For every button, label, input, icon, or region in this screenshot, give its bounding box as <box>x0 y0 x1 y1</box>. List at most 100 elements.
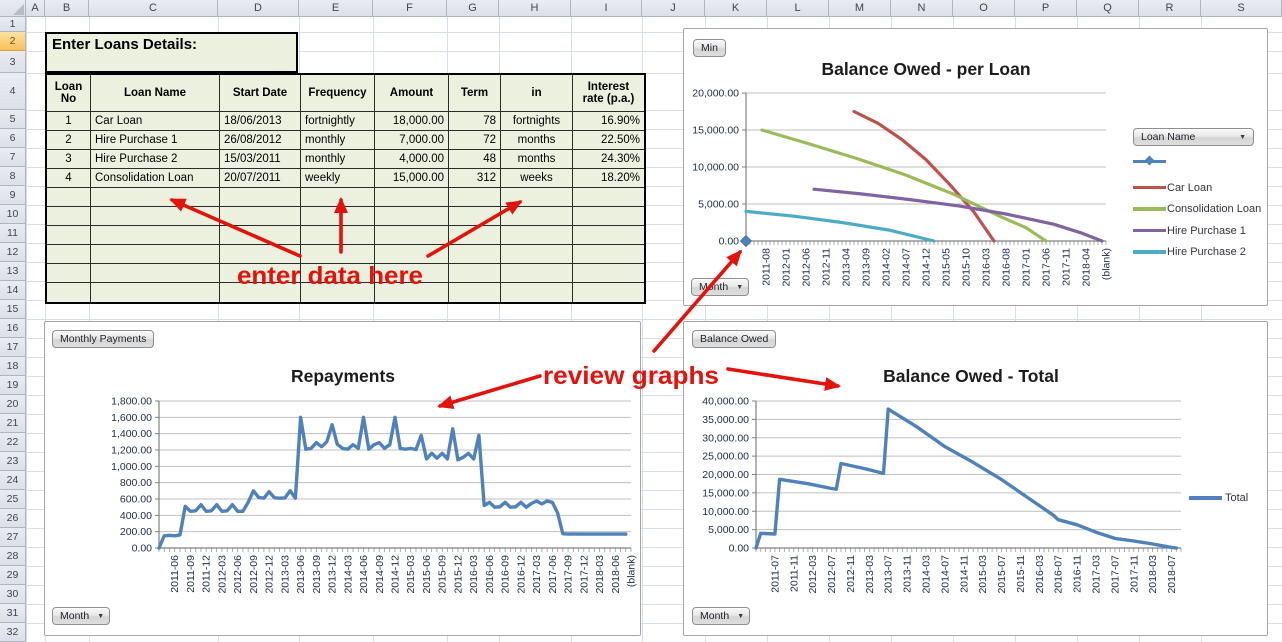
legend-entry-total[interactable]: Total <box>1189 492 1248 504</box>
row-header-31[interactable]: 31 <box>0 604 26 623</box>
table-cell[interactable] <box>573 188 644 207</box>
row-header-1[interactable]: 1 <box>0 17 26 32</box>
column-header-L[interactable]: L <box>767 0 829 17</box>
table-cell[interactable] <box>47 245 91 264</box>
row-header-10[interactable]: 10 <box>0 205 26 224</box>
row-header-6[interactable]: 6 <box>0 129 26 148</box>
table-cell[interactable]: 4,000.00 <box>375 150 449 169</box>
table-cell[interactable] <box>573 264 644 283</box>
column-header-I[interactable]: I <box>571 0 642 17</box>
row-header-26[interactable]: 26 <box>0 509 26 528</box>
table-cell[interactable] <box>449 207 501 226</box>
table-cell[interactable] <box>501 207 573 226</box>
table-cell[interactable] <box>220 226 301 245</box>
table-cell[interactable] <box>220 188 301 207</box>
table-cell[interactable]: Consolidation Loan <box>91 169 220 188</box>
table-cell[interactable]: 1 <box>47 112 91 131</box>
table-cell[interactable]: weekly <box>301 169 375 188</box>
table-cell[interactable] <box>375 207 449 226</box>
row-header-8[interactable]: 8 <box>0 167 26 186</box>
table-cell[interactable]: 22.50% <box>573 131 644 150</box>
table-cell[interactable] <box>501 226 573 245</box>
table-cell[interactable] <box>501 283 573 302</box>
table-cell[interactable] <box>301 207 375 226</box>
table-cell[interactable] <box>501 188 573 207</box>
table-cell[interactable]: 312 <box>449 169 501 188</box>
column-header-E[interactable]: E <box>299 0 373 17</box>
table-cell[interactable] <box>449 188 501 207</box>
row-header-14[interactable]: 14 <box>0 281 26 300</box>
table-cell[interactable]: 15,000.00 <box>375 169 449 188</box>
row-header-29[interactable]: 29 <box>0 566 26 585</box>
column-header-H[interactable]: H <box>499 0 571 17</box>
row-header-25[interactable]: 25 <box>0 490 26 509</box>
table-cell[interactable] <box>220 283 301 302</box>
column-header-N[interactable]: N <box>891 0 953 17</box>
table-cell[interactable] <box>91 188 220 207</box>
table-cell[interactable]: months <box>501 150 573 169</box>
table-header-cell[interactable]: in <box>501 75 573 112</box>
column-header-G[interactable]: G <box>447 0 499 17</box>
pivot-field-button-month[interactable]: Month ▼ <box>52 607 110 625</box>
table-cell[interactable] <box>375 188 449 207</box>
row-header-19[interactable]: 19 <box>0 376 26 395</box>
table-cell[interactable] <box>47 188 91 207</box>
table-cell[interactable] <box>220 245 301 264</box>
table-cell[interactable]: 26/08/2012 <box>220 131 301 150</box>
row-header-13[interactable]: 13 <box>0 262 26 281</box>
table-cell[interactable]: monthly <box>301 131 375 150</box>
row-header-12[interactable]: 12 <box>0 243 26 262</box>
loans-title-box[interactable]: Enter Loans Details: <box>45 32 298 73</box>
column-header-O[interactable]: O <box>953 0 1015 17</box>
pivot-field-button-monthly-payments[interactable]: Monthly Payments <box>52 330 155 348</box>
table-cell[interactable]: 18.20% <box>573 169 644 188</box>
column-header-R[interactable]: R <box>1139 0 1201 17</box>
table-cell[interactable] <box>301 188 375 207</box>
row-header-9[interactable]: 9 <box>0 186 26 205</box>
table-cell[interactable] <box>301 226 375 245</box>
row-header-7[interactable]: 7 <box>0 148 26 167</box>
column-header-J[interactable]: J <box>642 0 705 17</box>
row-header-20[interactable]: 20 <box>0 395 26 414</box>
table-cell[interactable]: Hire Purchase 1 <box>91 131 220 150</box>
pivot-field-button-loan-name[interactable]: Loan Name ▼ <box>1133 128 1254 146</box>
table-cell[interactable]: 18,000.00 <box>375 112 449 131</box>
row-header-28[interactable]: 28 <box>0 547 26 566</box>
table-header-cell[interactable]: Loan Name <box>91 75 220 112</box>
table-cell[interactable] <box>47 264 91 283</box>
select-all-corner[interactable] <box>0 0 26 17</box>
table-cell[interactable] <box>220 207 301 226</box>
table-cell[interactable] <box>449 245 501 264</box>
table-header-cell[interactable]: Amount <box>375 75 449 112</box>
table-cell[interactable] <box>47 226 91 245</box>
table-cell[interactable]: 2 <box>47 131 91 150</box>
row-header-17[interactable]: 17 <box>0 338 26 357</box>
table-cell[interactable] <box>573 245 644 264</box>
table-cell[interactable]: weeks <box>501 169 573 188</box>
legend-entry-car-loan[interactable]: Car Loan <box>1133 182 1212 194</box>
column-header-K[interactable]: K <box>705 0 767 17</box>
table-header-cell[interactable]: Loan No <box>47 75 91 112</box>
table-header-cell[interactable]: Start Date <box>220 75 301 112</box>
legend-entry-hire-purchase-2[interactable]: Hire Purchase 2 <box>1133 246 1246 258</box>
table-cell[interactable] <box>301 245 375 264</box>
column-header-C[interactable]: C <box>89 0 218 17</box>
table-cell[interactable]: Car Loan <box>91 112 220 131</box>
row-header-30[interactable]: 30 <box>0 585 26 604</box>
row-header-32[interactable]: 32 <box>0 623 26 642</box>
legend-entry-hire-purchase-1[interactable]: Hire Purchase 1 <box>1133 225 1246 237</box>
table-cell[interactable]: 78 <box>449 112 501 131</box>
legend-entry-blank[interactable] <box>1133 155 1167 166</box>
column-header-D[interactable]: D <box>218 0 299 17</box>
row-header-21[interactable]: 21 <box>0 414 26 433</box>
row-header-11[interactable]: 11 <box>0 224 26 243</box>
column-header-S[interactable]: S <box>1201 0 1282 17</box>
legend-entry-consolidation-loan[interactable]: Consolidation Loan <box>1133 203 1261 215</box>
table-cell[interactable] <box>301 283 375 302</box>
table-cell[interactable]: 16.90% <box>573 112 644 131</box>
table-cell[interactable] <box>449 226 501 245</box>
table-cell[interactable] <box>449 283 501 302</box>
row-header-24[interactable]: 24 <box>0 471 26 490</box>
table-cell[interactable]: 3 <box>47 150 91 169</box>
table-cell[interactable] <box>91 264 220 283</box>
